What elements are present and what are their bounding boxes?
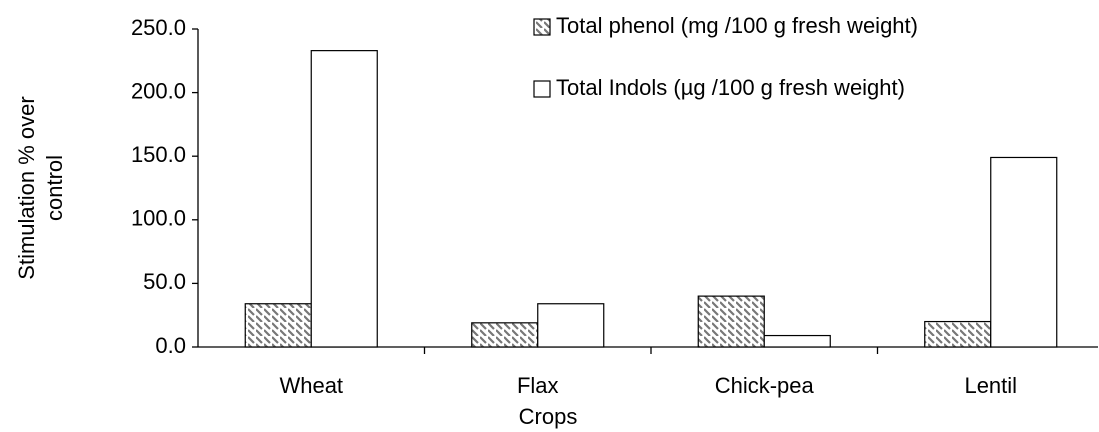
y-tick-label: 0.0 [155,333,186,358]
bar [310,50,378,348]
legend-label: Total phenol (mg /100 g fresh weight) [556,13,918,38]
bar [471,322,539,348]
y-axis-label: control [42,155,67,221]
y-tick-label: 150.0 [131,142,186,167]
legend-swatch [533,18,551,36]
x-tick-label: Wheat [279,373,343,398]
x-tick-label: Chick-pea [715,373,815,398]
y-tick-label: 250.0 [131,15,186,40]
bar [924,320,992,348]
bar [697,295,765,348]
y-axis-label: Stimulation % over [14,96,39,279]
legend-label: Total Indols (µg /100 g fresh weight) [556,75,905,100]
legend-swatch [533,80,551,98]
bar [244,303,312,348]
bar [990,156,1058,348]
y-tick-label: 200.0 [131,78,186,103]
x-axis-label: Crops [519,404,578,429]
x-tick-label: Flax [517,373,559,398]
bar [763,334,831,348]
y-tick-label: 100.0 [131,206,186,231]
y-tick-label: 50.0 [143,269,186,294]
x-tick-label: Lentil [964,373,1017,398]
bar [537,303,605,348]
